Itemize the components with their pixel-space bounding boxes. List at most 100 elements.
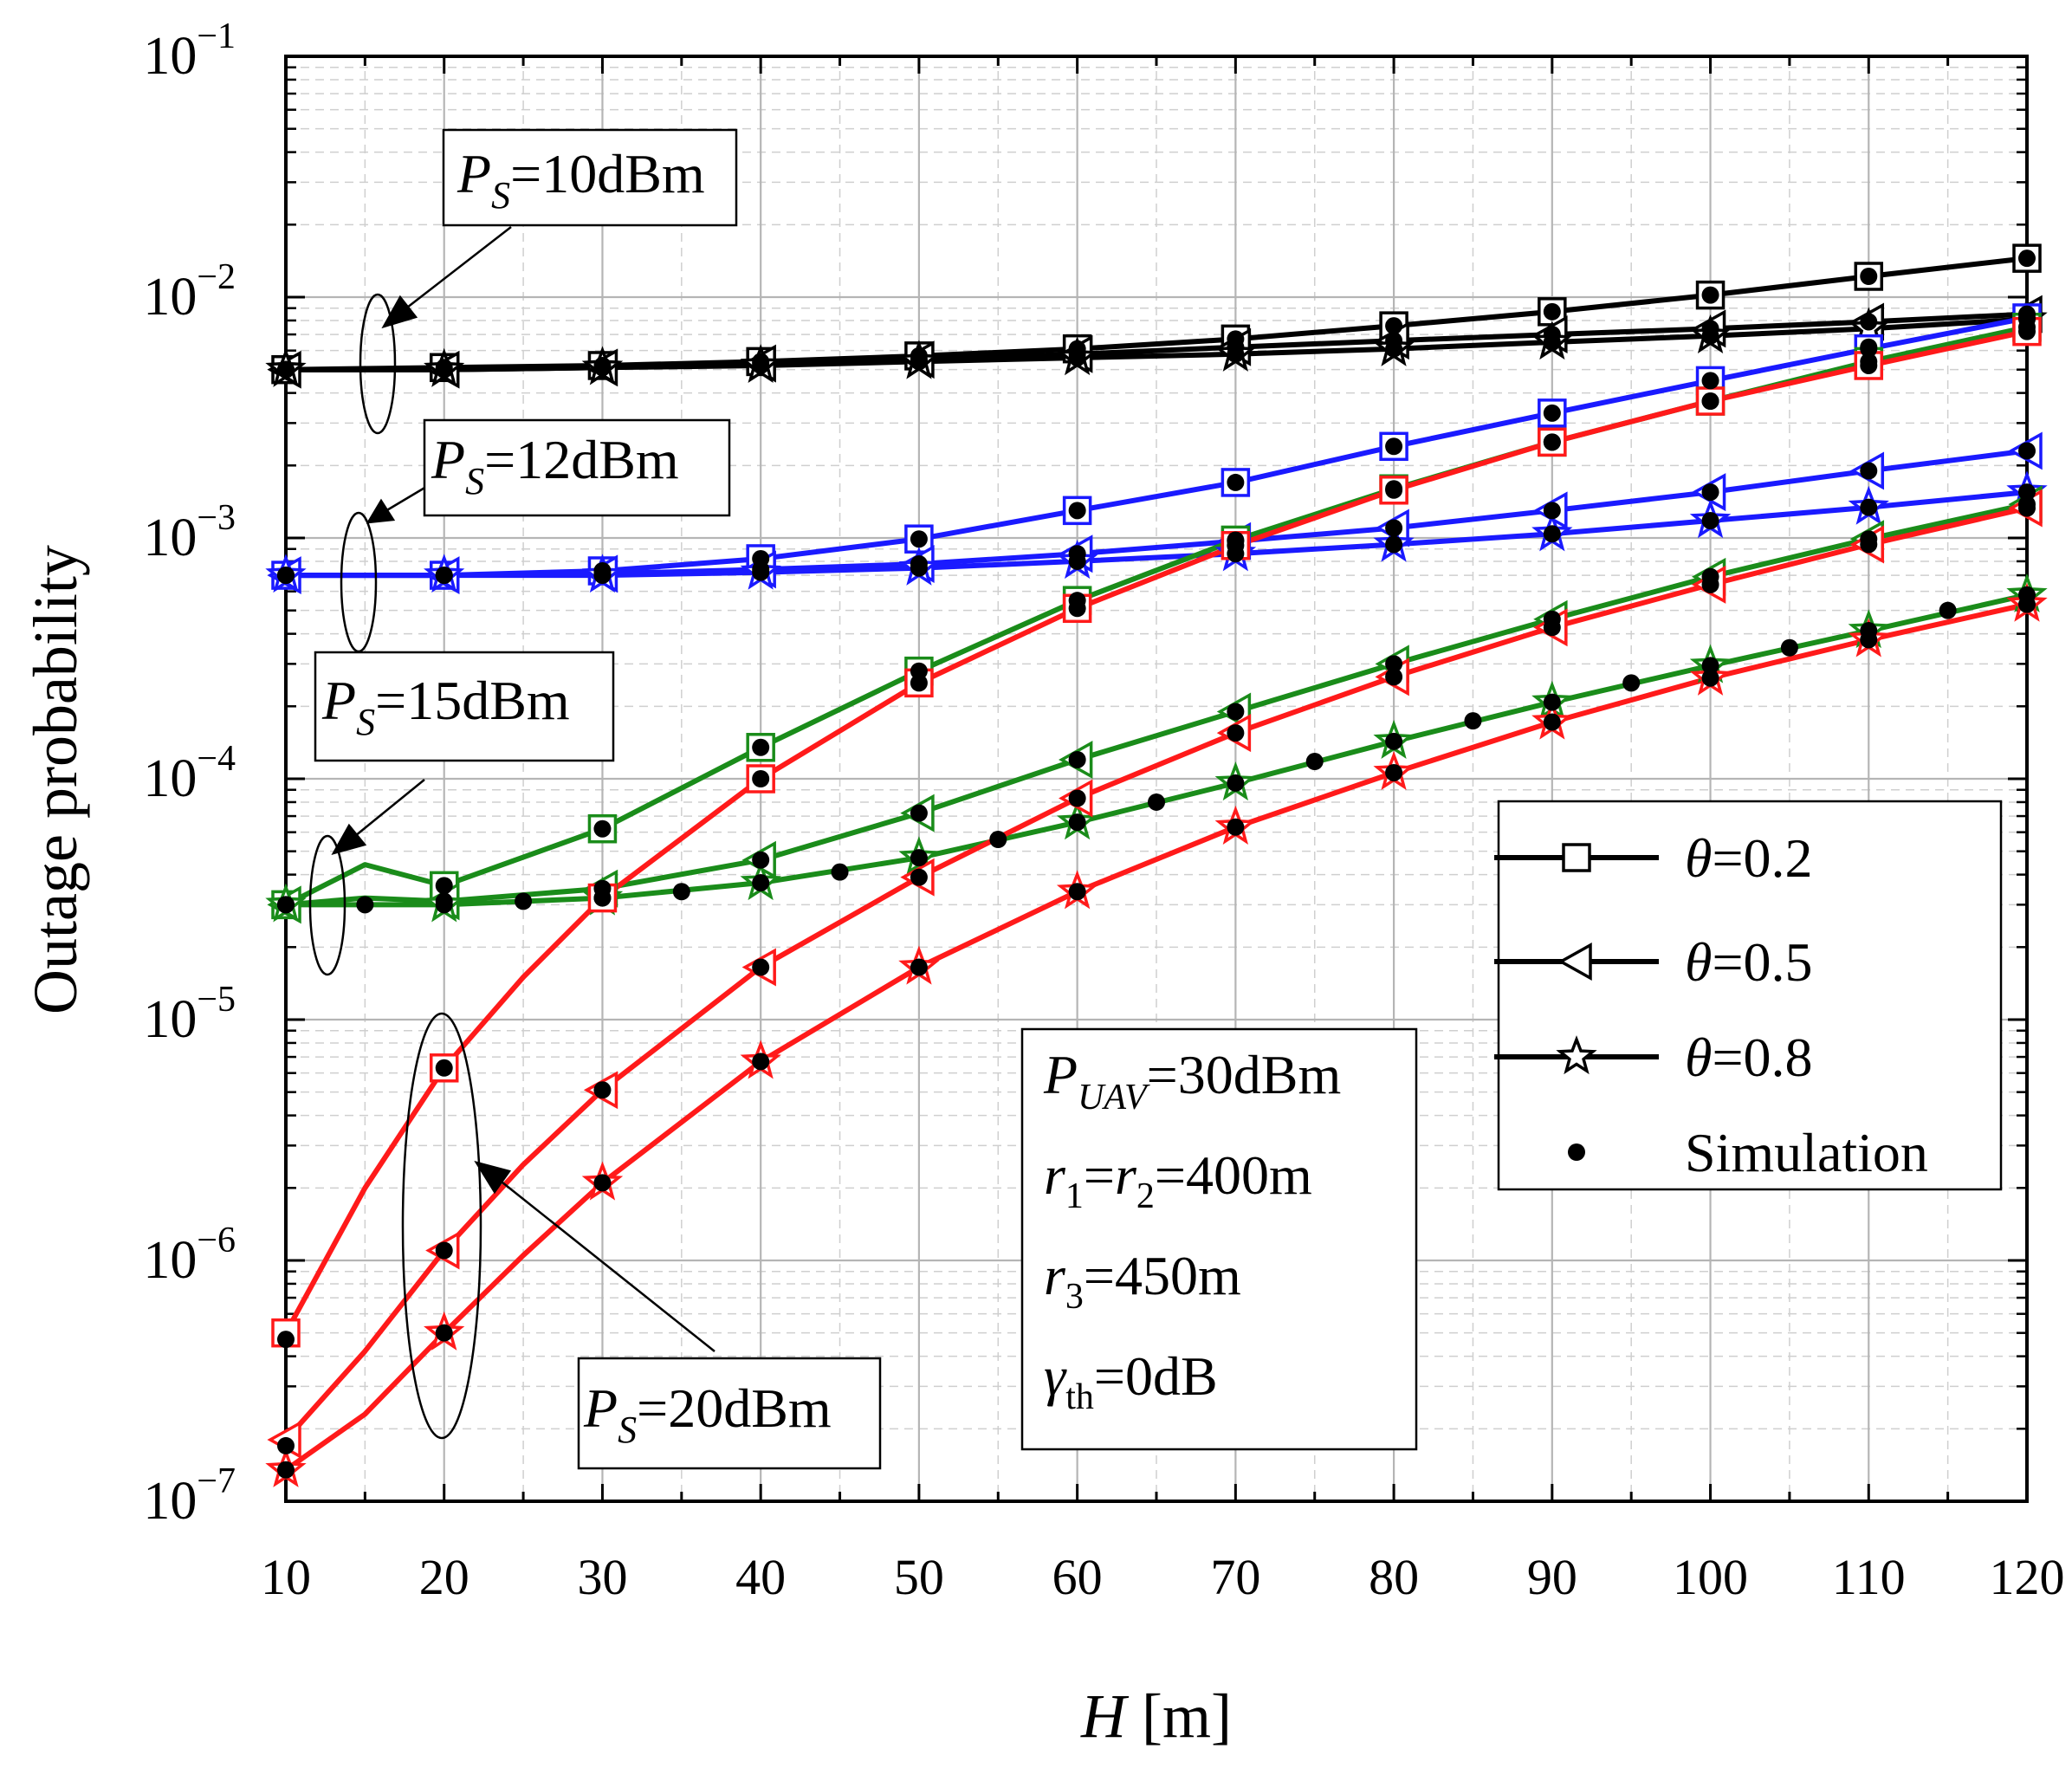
simulation-point	[1543, 334, 1561, 352]
simulation-point	[1068, 883, 1086, 901]
simulation-point	[1860, 462, 1878, 480]
simulation-point	[1227, 536, 1245, 554]
series-line	[284, 601, 2028, 1473]
simulation-point	[752, 851, 770, 869]
simulation-point	[910, 804, 928, 822]
ellipse-ps10	[359, 293, 397, 435]
ellipse-ps20	[401, 1012, 482, 1440]
legend-label: θ=0.8	[1685, 1027, 1813, 1088]
simulation-point	[435, 1241, 453, 1260]
arrow-ps10-head	[381, 295, 418, 329]
arrow-ps12-line	[385, 485, 427, 513]
simulation-point	[1227, 818, 1245, 836]
simulation-point	[1385, 317, 1403, 335]
simulation-point	[2018, 595, 2036, 613]
simulation-point	[1227, 345, 1245, 363]
simulation-point	[910, 958, 928, 976]
arrow-ps12-head	[366, 498, 396, 524]
annotation-ps20-box	[577, 1357, 882, 1470]
y-tick-label: 10−6	[143, 1221, 236, 1290]
parameter-box: PUAV=30dBm r1=r2=400m r3=450m γth=0dB	[1020, 1027, 1418, 1451]
simulation-point	[1227, 724, 1245, 742]
simulation-point	[435, 896, 453, 914]
series-line	[286, 316, 2028, 372]
simulation-point	[910, 559, 928, 577]
simulation-point	[1385, 763, 1403, 781]
arrow-ps20-head	[474, 1160, 512, 1195]
simulation-point	[515, 892, 533, 910]
simulation-point	[910, 849, 928, 867]
simulation-point	[1543, 302, 1561, 321]
simulation-point	[1385, 535, 1403, 554]
simulation-point	[435, 1059, 453, 1077]
arrow-ps15-head	[331, 823, 367, 856]
simulation-point	[1543, 693, 1561, 711]
x-tick-label: 110	[1832, 1549, 1906, 1605]
parameter-box-frame	[1020, 1027, 1418, 1451]
simulation-point	[435, 877, 453, 895]
x-tick-label: 90	[1527, 1549, 1577, 1605]
simulation-point	[1701, 669, 1719, 687]
simulation-point	[1385, 340, 1403, 358]
param-r1-r2: r1=r2=400m	[1044, 1144, 1312, 1216]
simulation-point	[593, 1081, 612, 1099]
simulation-point	[1543, 502, 1561, 520]
simulation-point	[435, 360, 453, 379]
simulation-point	[1227, 703, 1245, 721]
y-axis-ticks: 10−7 10−6 10−5 10−4 10−3 10−2 10−1	[143, 16, 2027, 1531]
simulation-point	[1385, 481, 1403, 499]
simulation-point	[910, 353, 928, 371]
simulation-point	[1860, 356, 1878, 374]
simulation-point	[2018, 322, 2036, 340]
arrow-ps10-line	[406, 226, 512, 308]
simulation-point	[1701, 327, 1719, 345]
legend-marker-dot	[1568, 1143, 1585, 1161]
annotation-ps12-text: PS=12dBm	[431, 429, 679, 502]
x-tick-label: 60	[1052, 1549, 1103, 1605]
simulation-point	[1068, 599, 1086, 618]
simulation-point	[277, 1461, 295, 1479]
legend-marker-star	[1556, 1035, 1597, 1075]
annotation-ps10: PS=10dBm	[442, 128, 738, 227]
simulation-point	[1701, 657, 1719, 675]
simulation-point	[752, 356, 770, 374]
y-tick-label: 10−2	[143, 257, 236, 327]
simulation-point	[1543, 619, 1561, 637]
simulation-point	[1701, 392, 1719, 411]
series-line	[286, 489, 2028, 579]
simulation-point	[1068, 750, 1086, 768]
simulation-point	[1701, 286, 1719, 304]
annotation-ps15: PS=15dBm	[314, 651, 615, 762]
x-tick-label: 80	[1369, 1549, 1419, 1605]
simulation-point	[1385, 519, 1403, 537]
simulation-point	[1701, 512, 1719, 530]
simulation-point	[1464, 712, 1482, 730]
simulation-point	[1701, 372, 1719, 390]
simulation-point	[1622, 674, 1641, 692]
simulation-point	[1068, 789, 1086, 807]
legend-marker-square	[1562, 843, 1591, 872]
simulation-point	[1385, 655, 1403, 673]
x-axis-ticks: 10 20 30 40 50 60 70 80 90 100 110 120	[261, 56, 2065, 1605]
simulation-point	[277, 567, 295, 585]
simulation-point	[1068, 349, 1086, 367]
simulation-point	[752, 563, 770, 581]
simulation-point	[1860, 498, 1878, 516]
x-axis-label: H [m]	[1080, 1681, 1232, 1751]
simulation-point	[1780, 638, 1798, 657]
simulation-point	[752, 770, 770, 787]
param-r3: r3=450m	[1044, 1245, 1241, 1317]
simulation-point	[277, 896, 295, 914]
param-gamma-th: γth=0dB	[1044, 1345, 1218, 1417]
simulation-point	[1068, 502, 1086, 520]
simulation-point	[1860, 340, 1878, 358]
simulation-point	[1860, 313, 1878, 331]
simulation-point	[277, 1331, 295, 1349]
simulation-point	[1305, 753, 1324, 771]
annotation-ps15-box	[314, 651, 615, 762]
simulation-point	[277, 1436, 295, 1454]
simulation-point	[2018, 483, 2036, 502]
x-tick-label: 10	[261, 1549, 311, 1605]
annotation-ps10-box	[442, 128, 738, 227]
simulation-point	[1701, 483, 1719, 502]
